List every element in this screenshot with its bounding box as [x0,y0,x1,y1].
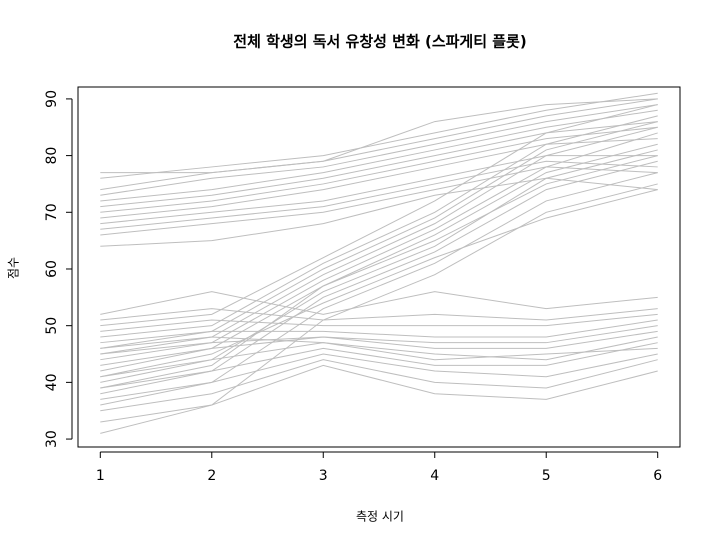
series-line [100,336,658,361]
series-line [100,325,658,355]
series-line [100,353,658,400]
series-line [100,155,658,389]
y-tick-label: 50 [44,317,60,335]
x-axis-label: 측정 시기 [356,510,404,524]
series-line [100,336,658,378]
x-tick-label: 6 [653,468,662,484]
y-tick-label: 70 [44,203,60,221]
series-line [100,126,658,355]
series-line [100,160,658,230]
series-line [100,138,658,219]
series-line [100,115,658,338]
series-line [100,121,658,208]
series-line [100,172,658,406]
series-line [100,342,658,389]
x-tick-label: 4 [430,468,439,484]
series-line [100,109,658,202]
series-line [100,98,658,191]
series-line [100,291,658,315]
series-line [100,359,658,412]
series-line [100,104,658,327]
series-line [100,143,658,372]
x-tick-label: 5 [542,468,551,484]
y-tick-label: 60 [44,260,60,278]
series-line [100,308,658,321]
series-line [100,160,658,395]
y-tick-label: 40 [44,373,60,391]
x-tick-label: 2 [207,468,216,484]
series-line [100,313,658,332]
series-line [100,177,658,247]
series-line [100,183,658,423]
chart-title: 전체 학생의 독서 유창성 변화 (스파게티 플롯) [233,33,526,51]
series-line [100,319,658,344]
series-line [100,104,658,196]
y-axis-label: 점수 [7,257,21,279]
y-tick-label: 80 [44,147,60,165]
series-line [100,92,658,179]
plot-box [77,86,681,448]
x-tick-label: 3 [319,468,328,484]
x-tick-label: 1 [96,468,105,484]
series-line [100,149,658,383]
series-line [100,98,658,174]
y-tick-label: 90 [44,90,60,108]
series-line [100,364,658,434]
series-line [100,121,658,349]
series-line [100,330,658,366]
series-line [100,126,658,213]
series-line [100,132,658,361]
series-line [100,189,658,378]
series-line [100,155,658,225]
y-tick-label: 30 [44,430,60,448]
